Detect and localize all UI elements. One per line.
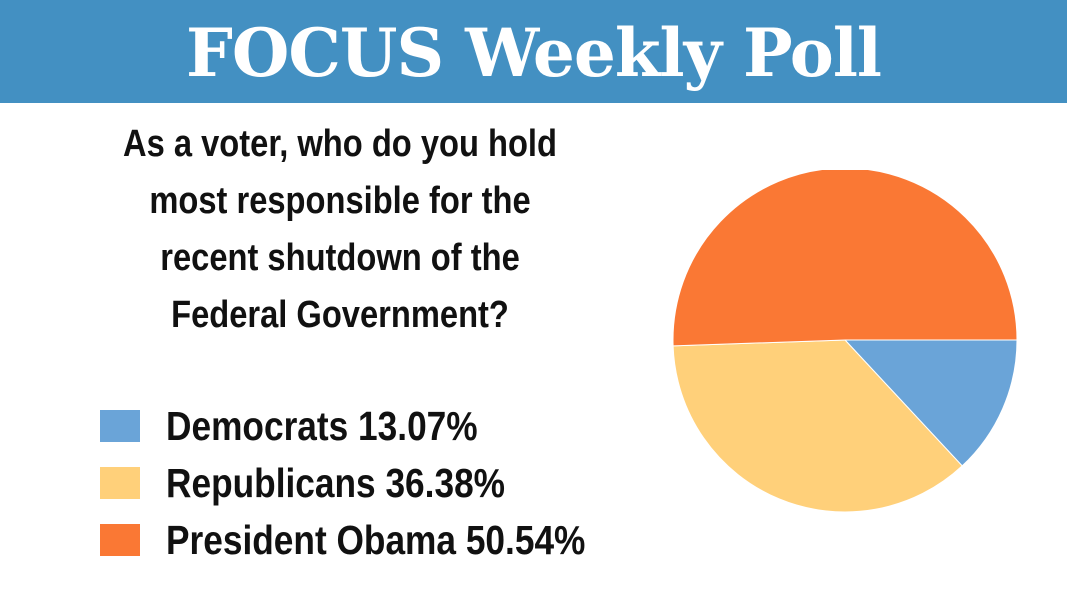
legend-swatch: [100, 410, 140, 442]
header-banner: FOCUS Weekly Poll: [0, 0, 1067, 103]
legend-label: Democrats 13.07%: [166, 402, 478, 449]
poll-question: As a voter, who do you hold most respons…: [50, 116, 630, 344]
pie-slice-president-obama: [672, 170, 1018, 347]
legend-item-democrats: Democrats 13.07%: [100, 398, 654, 454]
legend-label: President Obama 50.54%: [166, 516, 586, 563]
page-title: FOCUS Weekly Poll: [186, 13, 882, 92]
chart-legend: Democrats 13.07% Republicans 36.38% Pres…: [100, 398, 654, 569]
question-line: As a voter, who do you hold: [123, 123, 557, 165]
legend-swatch: [100, 467, 140, 499]
question-line: recent shutdown of the: [160, 237, 520, 279]
pie-chart: [672, 170, 1018, 513]
legend-swatch: [100, 524, 140, 556]
pie-slice-democrats: [843, 339, 1018, 467]
question-line: most responsible for the: [149, 180, 531, 222]
legend-item-republicans: Republicans 36.38%: [100, 455, 654, 511]
pie-slice-republicans: [672, 339, 963, 513]
legend-item-president-obama: President Obama 50.54%: [100, 512, 654, 568]
question-line: Federal Government?: [171, 294, 509, 336]
legend-label: Republicans 36.38%: [166, 459, 506, 506]
